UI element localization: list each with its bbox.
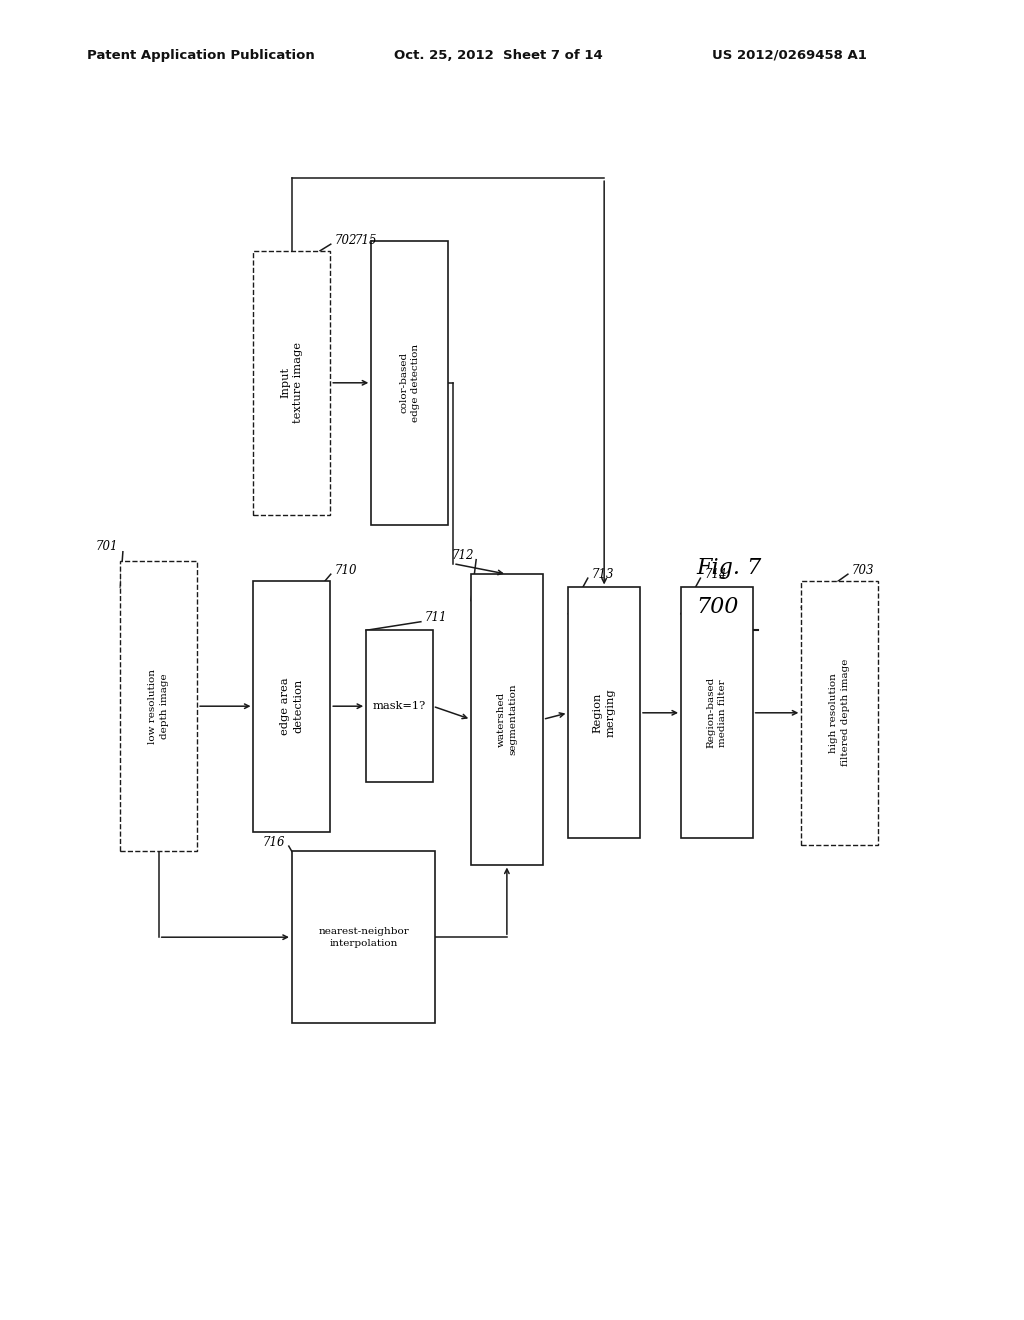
Text: 713: 713 [592,568,614,581]
FancyBboxPatch shape [471,574,543,865]
Text: US 2012/0269458 A1: US 2012/0269458 A1 [712,49,866,62]
Text: nearest-neighbor
interpolation: nearest-neighbor interpolation [318,927,409,948]
FancyBboxPatch shape [121,561,197,851]
FancyBboxPatch shape [253,251,330,515]
Text: mask=1?: mask=1? [373,701,426,711]
Text: Region
merging: Region merging [593,689,615,737]
Text: 703: 703 [852,564,874,577]
Text: 710: 710 [335,564,357,577]
Text: watershed
segmentation: watershed segmentation [497,684,517,755]
Text: edge area
detection: edge area detection [281,677,303,735]
Text: Fig. 7: Fig. 7 [696,557,762,578]
Text: 702: 702 [335,234,357,247]
FancyBboxPatch shape [801,581,878,845]
Text: Region-based
median filter: Region-based median filter [707,677,727,748]
FancyBboxPatch shape [681,587,753,838]
FancyBboxPatch shape [568,587,640,838]
Text: 700: 700 [696,597,738,618]
FancyBboxPatch shape [253,581,330,832]
Text: color-based
edge detection: color-based edge detection [399,343,420,422]
Text: Input
texture image: Input texture image [281,342,303,424]
Text: 715: 715 [354,234,377,247]
Text: 701: 701 [95,540,118,553]
FancyBboxPatch shape [372,242,449,525]
Text: 714: 714 [705,568,727,581]
FancyBboxPatch shape [292,851,435,1023]
Text: high resolution
filtered depth image: high resolution filtered depth image [829,659,850,767]
Text: Patent Application Publication: Patent Application Publication [87,49,314,62]
FancyBboxPatch shape [367,630,433,781]
Text: 716: 716 [262,836,285,849]
Text: Oct. 25, 2012  Sheet 7 of 14: Oct. 25, 2012 Sheet 7 of 14 [394,49,603,62]
Text: 712: 712 [452,549,474,562]
Text: low resolution
depth image: low resolution depth image [148,669,169,743]
Text: 711: 711 [425,611,447,624]
